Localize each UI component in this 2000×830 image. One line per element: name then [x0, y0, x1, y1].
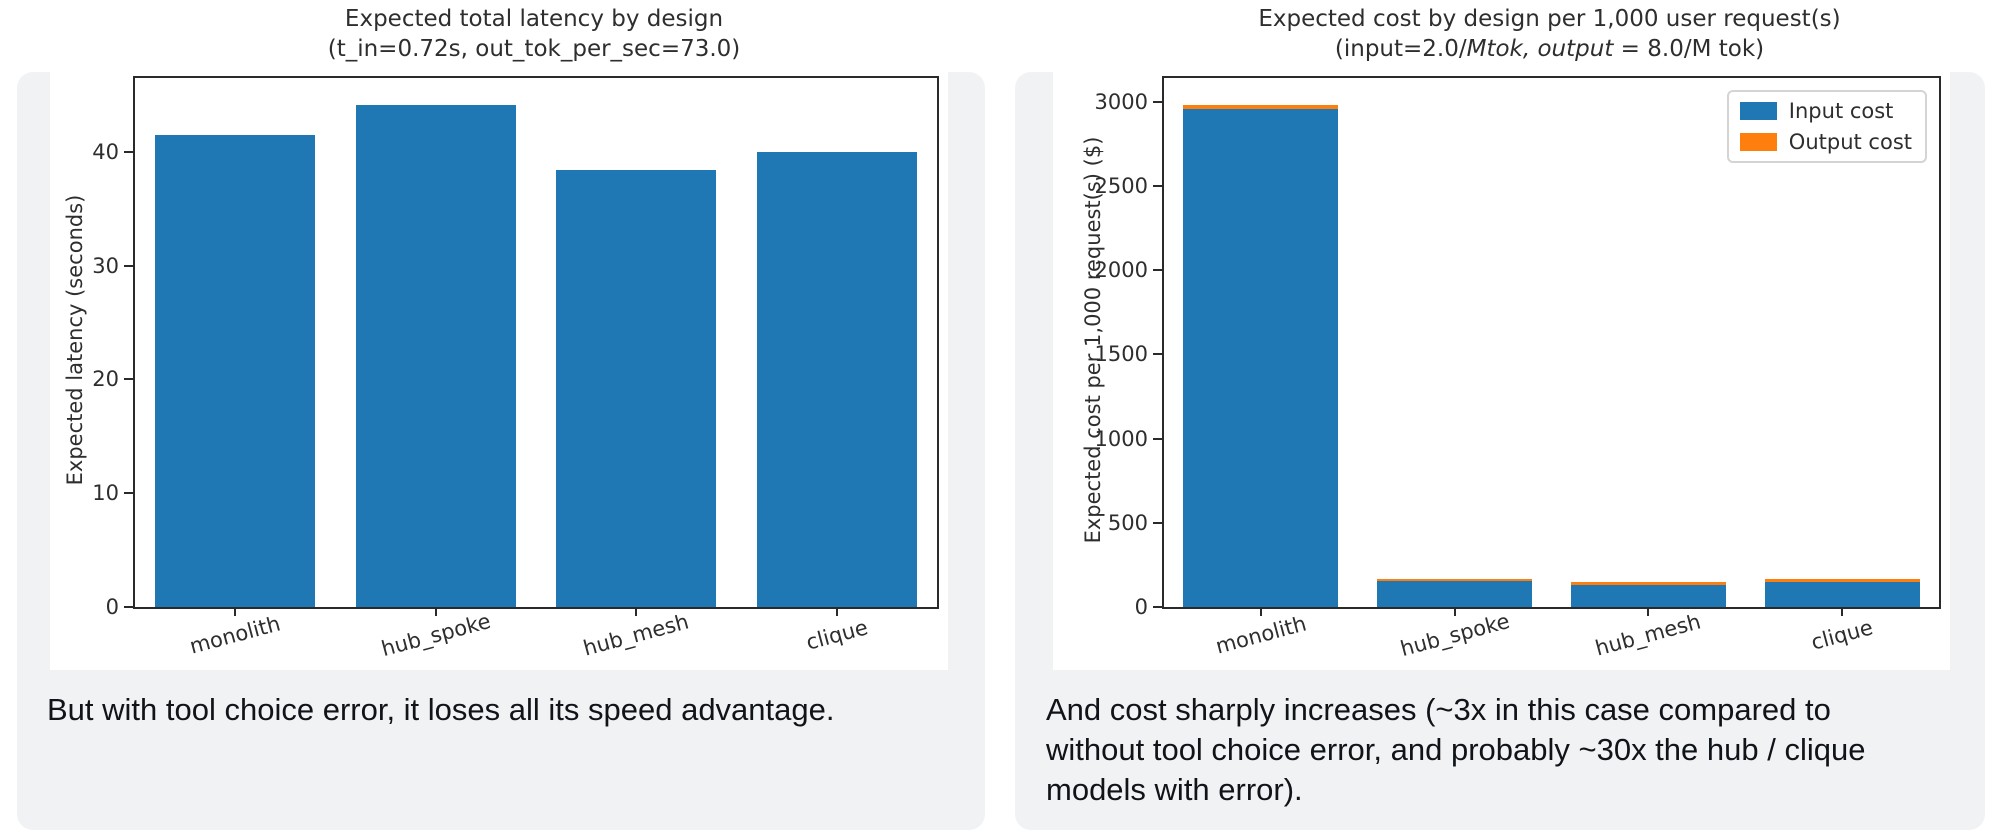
- cost-subtitle-italic: Mtok, output: [1466, 36, 1614, 62]
- x-tick-label-hub_mesh: hub_mesh: [580, 609, 692, 661]
- y-tick-mark: [124, 264, 133, 267]
- x-tick-label-hub_spoke: hub_spoke: [1397, 608, 1512, 662]
- y-tick-mark: [124, 492, 133, 495]
- latency-plot-area: 0 10 20 30 40 monolith hub_spoke hub_mesh clique: [92, 76, 939, 661]
- latency-chart-title-line2: (t_in=0.72s, out_tok_per_sec=73.0): [327, 36, 741, 62]
- y-tick-label: 500: [1107, 510, 1148, 535]
- y-tick-mark: [1153, 269, 1162, 272]
- legend-entry-output-cost: Output cost: [1739, 130, 1912, 154]
- x-tick-mark: [1259, 607, 1262, 616]
- legend-label-input-cost: Input cost: [1788, 99, 1894, 123]
- bar-hub_spoke: [355, 105, 516, 607]
- x-tick-mark: [1841, 607, 1844, 616]
- y-tick-mark: [124, 150, 133, 153]
- legend: Input cost Output cost: [1726, 90, 1927, 163]
- bar-monolith-output-cost: [1183, 104, 1339, 110]
- x-tick-mark: [635, 607, 638, 616]
- latency-caption: But with tool choice error, it loses all…: [47, 692, 835, 727]
- legend-swatch-output-cost: [1739, 133, 1777, 151]
- y-tick-label: 10: [92, 481, 119, 506]
- x-tick-mark: [434, 607, 437, 616]
- y-tick-label: 0: [105, 595, 119, 619]
- y-tick-mark: [1153, 606, 1162, 608]
- latency-figure: Expected total latency by design (t_in=0…: [50, 0, 948, 670]
- y-tick-mark: [1153, 521, 1162, 524]
- bar-monolith-input-cost: [1183, 109, 1339, 607]
- y-tick-label: 30: [92, 253, 119, 278]
- x-tick-label-monolith: monolith: [187, 611, 284, 659]
- bar-clique-input-cost: [1764, 581, 1920, 607]
- x-tick-label-clique: clique: [1808, 615, 1876, 655]
- legend-entry-input-cost: Input cost: [1739, 99, 1912, 123]
- x-tick-mark: [1453, 607, 1456, 616]
- y-tick-label: 3000: [1094, 89, 1148, 114]
- bar-hub_spoke-output-cost: [1377, 578, 1533, 581]
- bar-hub_mesh-output-cost: [1570, 581, 1726, 585]
- cost-chart-title-line1: Expected cost by design per 1,000 user r…: [1258, 6, 1841, 32]
- bar-hub_mesh-input-cost: [1570, 584, 1726, 607]
- x-tick-label-hub_spoke: hub_spoke: [378, 608, 493, 662]
- y-tick-mark: [124, 378, 133, 381]
- legend-swatch-input-cost: [1739, 102, 1777, 120]
- y-tick-label: 2000: [1094, 258, 1148, 283]
- cost-chart-title-line2: (input=2.0/Mtok, output = 8.0/M tok): [1162, 34, 1937, 64]
- latency-chart-title-line1: Expected total latency by design: [344, 6, 724, 32]
- y-tick-label: 2500: [1094, 173, 1148, 198]
- y-tick-mark: [1153, 184, 1162, 187]
- cost-subtitle-prefix: (input=2.0/: [1334, 36, 1467, 62]
- y-tick-mark: [1153, 437, 1162, 440]
- x-tick-mark: [1647, 607, 1650, 616]
- x-tick-label-monolith: monolith: [1213, 611, 1309, 659]
- x-tick-mark: [234, 607, 237, 616]
- cost-caption: And cost sharply increases (~3x in this …: [1046, 692, 1866, 807]
- latency-chart-title: Expected total latency by design (t_in=0…: [133, 4, 935, 64]
- y-tick-label: 40: [92, 139, 119, 164]
- bar-clique: [756, 151, 917, 607]
- bar-monolith: [155, 134, 316, 607]
- bar-hub_mesh: [556, 170, 717, 607]
- y-tick-mark: [124, 606, 133, 608]
- y-tick-mark: [1153, 353, 1162, 356]
- cost-subtitle-suffix: = 8.0/M tok): [1613, 36, 1765, 62]
- y-tick-label: 0: [1134, 595, 1148, 619]
- cost-plot-area: 0 500 1000 1500 2000 2500 3000 monolith hub_spok…: [1095, 76, 1941, 661]
- bar-clique-output-cost: [1764, 578, 1920, 582]
- x-tick-mark: [835, 607, 838, 616]
- y-tick-label: 1000: [1094, 426, 1148, 451]
- cost-figure: Expected cost by design per 1,000 user r…: [1053, 0, 1950, 670]
- cost-chart-title: Expected cost by design per 1,000 user r…: [1162, 4, 1937, 64]
- bar-hub_spoke-input-cost: [1377, 580, 1533, 607]
- legend-label-output-cost: Output cost: [1788, 130, 1912, 154]
- y-tick-label: 20: [92, 367, 119, 392]
- y-tick-mark: [1153, 100, 1162, 103]
- x-tick-label-clique: clique: [803, 615, 871, 655]
- x-tick-label-hub_mesh: hub_mesh: [1593, 609, 1704, 661]
- latency-y-axis-label: Expected latency (seconds): [63, 194, 87, 486]
- y-tick-label: 1500: [1094, 342, 1148, 367]
